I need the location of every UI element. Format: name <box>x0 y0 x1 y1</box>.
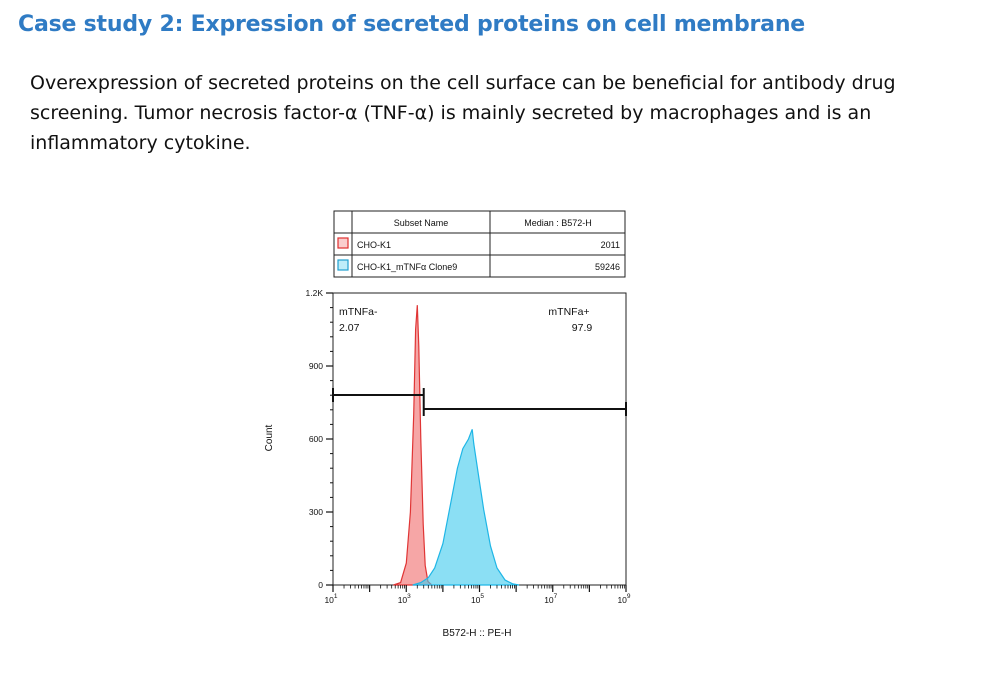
gate-label-negative: mTNFa- <box>339 306 378 318</box>
histogram-plot: 0 300 600 900 1.2K 101 103 105 107 109 mTNFa- 2.0… <box>264 288 631 639</box>
table-header-median: Median : B572-H <box>524 218 592 228</box>
gate-value-positive: 97.9 <box>572 322 593 334</box>
x-tick-label: 105 <box>471 593 484 605</box>
paragraph-line: screening. Tumor necrosis factor-α (TNF-… <box>30 102 872 124</box>
paragraph-line: Overexpression of secreted proteins on t… <box>30 72 896 94</box>
table-row-name: CHO-K1_mTNFα Clone9 <box>357 262 457 272</box>
paragraph-line: inflammatory cytokine. <box>30 132 251 154</box>
table-header-subset: Subset Name <box>394 218 449 228</box>
legend-table: Subset Name Median : B572-H CHO-K1 CHO-K… <box>333 210 626 278</box>
series-clone9-area <box>412 429 520 586</box>
gate-value-negative: 2.07 <box>339 322 360 334</box>
y-axis-label: Count <box>264 424 275 451</box>
gate-layer <box>332 388 627 416</box>
y-tick-label: 1.2K <box>306 288 324 298</box>
series-layer <box>393 305 520 586</box>
x-tick-label: 107 <box>544 593 557 605</box>
legend-swatch-clone9 <box>337 259 349 271</box>
x-axis-label: B572-H :: PE-H <box>443 628 512 639</box>
legend-swatch-cho-k1 <box>337 237 349 249</box>
y-tick-label: 0 <box>318 580 323 590</box>
x-tick-label: 109 <box>617 593 630 605</box>
x-tick-label: 101 <box>324 593 337 605</box>
table-frame <box>333 210 626 278</box>
table-row-name: CHO-K1 <box>357 240 391 250</box>
slide-paragraph: Overexpression of secreted proteins on t… <box>30 68 970 158</box>
y-tick-label: 600 <box>309 434 323 444</box>
slide-title: Case study 2: Expression of secreted pro… <box>18 12 806 37</box>
y-tick-label: 900 <box>309 361 323 371</box>
y-tick-label: 300 <box>309 507 323 517</box>
table-row-median: 2011 <box>601 240 620 250</box>
x-tick-label: 103 <box>398 593 411 605</box>
axis-layer: 0 300 600 900 1.2K 101 103 105 107 109 <box>306 288 631 605</box>
gate-label-positive: mTNFa+ <box>548 306 589 318</box>
table-row-median: 59246 <box>595 262 620 272</box>
